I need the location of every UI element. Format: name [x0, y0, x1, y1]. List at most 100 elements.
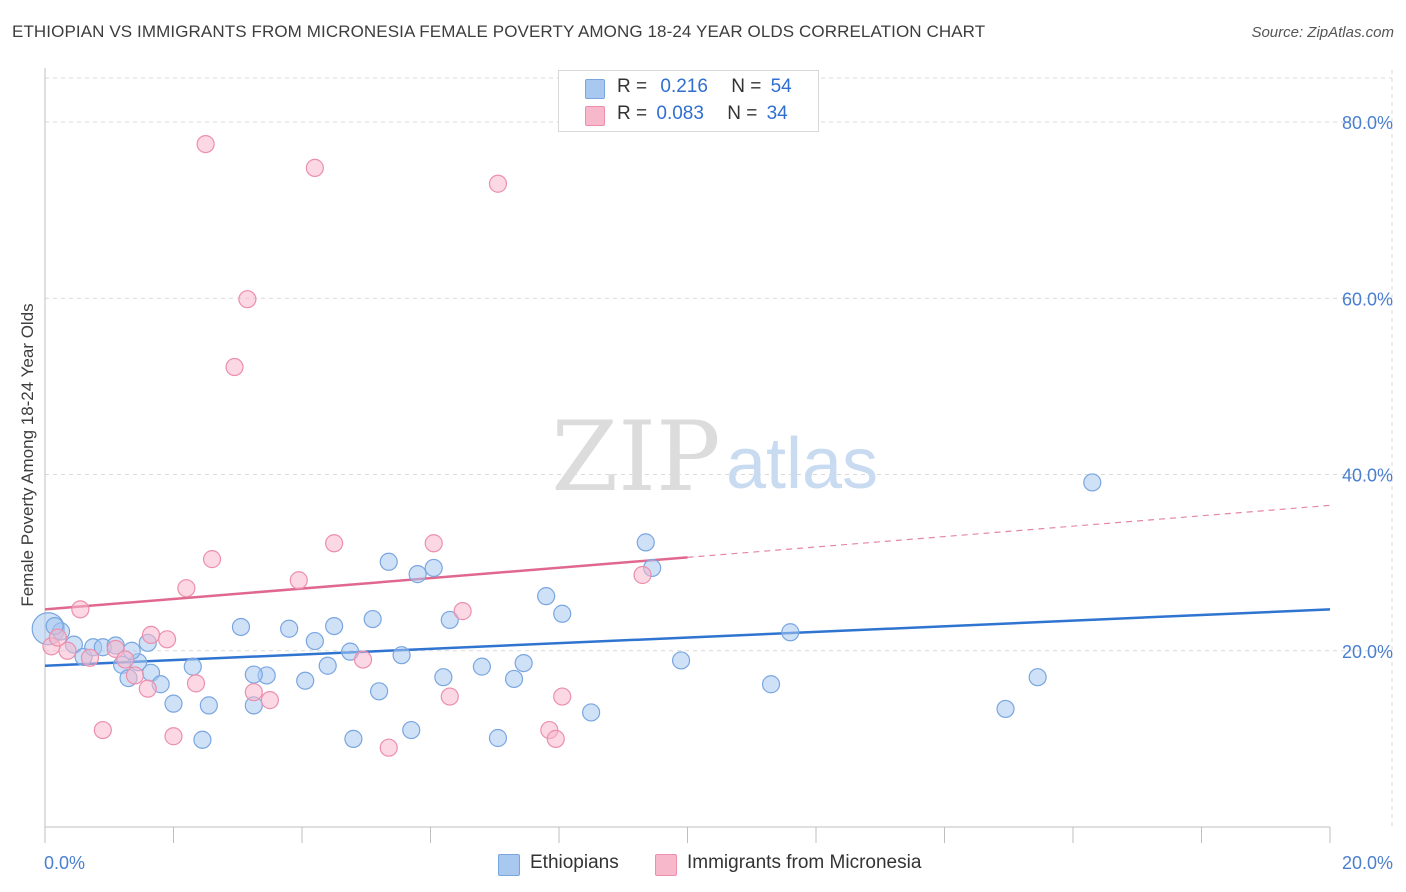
- point-ethiopians: [344, 729, 363, 748]
- bottom-legend-label-ethiopians: Ethiopians: [530, 852, 619, 873]
- point-ethiopians: [1083, 473, 1102, 492]
- tick-labels: 20.0% 40.0% 60.0% 80.0% 0.0% 20.0%: [44, 113, 1393, 873]
- point-micronesia: [164, 727, 183, 746]
- point-micronesia: [633, 565, 652, 585]
- point-ethiopians: [553, 604, 572, 623]
- watermark: ZIP atlas: [551, 401, 878, 513]
- point-ethiopians: [504, 669, 524, 689]
- point-ethiopians: [582, 703, 601, 722]
- trend-line-ethiopians: [44, 608, 1331, 667]
- point-micronesia: [80, 648, 100, 667]
- y-axis-label: Female Poverty Among 18-24 Year Olds: [18, 303, 37, 606]
- point-ethiopians: [408, 565, 427, 584]
- correlation-legend: R = 0.216 N = 54 R = 0.083 N = 34: [558, 70, 819, 132]
- legend-n-value-micronesia: 34: [766, 103, 788, 124]
- gridlines: [45, 70, 1393, 827]
- chart-title: ETHIOPIAN VS IMMIGRANTS FROM MICRONESIA …: [12, 22, 986, 41]
- axes: [44, 68, 1331, 843]
- point-ethiopians: [996, 699, 1015, 719]
- point-micronesia: [553, 687, 572, 706]
- point-micronesia: [177, 579, 196, 598]
- watermark-zip: ZIP: [551, 401, 720, 513]
- point-ethiopians: [472, 657, 491, 676]
- point-micronesia: [325, 534, 344, 553]
- point-ethiopians: [244, 665, 263, 684]
- point-micronesia: [202, 550, 222, 569]
- point-ethiopians: [402, 720, 421, 740]
- chart-source: Source: ZipAtlas.com: [1251, 24, 1394, 41]
- trend-line-micronesia: [44, 556, 688, 611]
- point-ethiopians: [199, 696, 218, 715]
- point-micronesia: [93, 720, 112, 740]
- legend-r-value-ethiopians: 0.216: [660, 76, 708, 97]
- point-micronesia: [260, 691, 279, 710]
- point-ethiopians: [193, 730, 212, 749]
- legend-swatch-blue: [585, 79, 605, 99]
- point-micronesia: [48, 628, 67, 647]
- point-micronesia: [453, 602, 472, 621]
- data-points: [31, 134, 1102, 757]
- point-ethiopians: [325, 616, 344, 636]
- legend-n-value-ethiopians: 54: [770, 76, 792, 97]
- point-ethiopians: [636, 533, 655, 552]
- point-micronesia: [116, 650, 135, 669]
- point-ethiopians: [296, 671, 315, 690]
- bottom-legend-swatch-blue: [498, 854, 520, 876]
- bottom-legend-swatch-pink: [655, 854, 677, 876]
- point-ethiopians: [231, 617, 251, 637]
- watermark-atlas: atlas: [726, 424, 878, 504]
- point-micronesia: [141, 625, 161, 645]
- point-micronesia: [440, 687, 459, 706]
- legend-swatch-pink: [585, 106, 605, 126]
- point-micronesia: [157, 630, 177, 649]
- point-ethiopians: [305, 631, 324, 651]
- y-tick-label: 80.0%: [1342, 113, 1393, 133]
- point-micronesia: [138, 679, 157, 698]
- point-micronesia: [125, 666, 145, 685]
- point-micronesia: [379, 738, 398, 757]
- point-micronesia: [488, 174, 508, 193]
- point-ethiopians: [781, 623, 800, 642]
- point-ethiopians: [488, 728, 508, 748]
- point-micronesia: [353, 650, 373, 669]
- x-tick-label: 20.0%: [1342, 853, 1393, 873]
- point-micronesia: [424, 534, 443, 553]
- point-ethiopians: [392, 646, 411, 665]
- point-micronesia: [289, 571, 308, 590]
- point-micronesia: [305, 158, 324, 177]
- point-micronesia: [225, 357, 244, 377]
- point-ethiopians: [761, 675, 781, 694]
- point-ethiopians: [440, 610, 459, 630]
- point-ethiopians: [1028, 668, 1047, 687]
- point-ethiopians: [537, 587, 556, 606]
- legend-n-label: N =: [731, 76, 762, 97]
- legend-n-label: N =: [727, 103, 758, 124]
- x-tick-label: 0.0%: [44, 853, 85, 873]
- point-ethiopians: [363, 609, 382, 629]
- point-ethiopians: [183, 657, 202, 676]
- y-tick-label: 60.0%: [1342, 289, 1393, 309]
- trend-line-micronesia-extension: [687, 504, 1331, 558]
- point-ethiopians: [280, 619, 299, 638]
- point-micronesia: [186, 674, 206, 693]
- point-ethiopians: [379, 552, 398, 571]
- legend-r-label: R =: [617, 103, 648, 124]
- point-micronesia: [244, 683, 263, 702]
- point-ethiopians: [164, 694, 183, 713]
- point-ethiopians: [318, 656, 337, 675]
- trend-lines: [44, 504, 1331, 667]
- point-micronesia: [238, 290, 257, 309]
- y-tick-label: 40.0%: [1342, 466, 1393, 486]
- point-ethiopians: [370, 682, 389, 701]
- point-micronesia: [71, 600, 90, 619]
- legend-r-value-micronesia: 0.083: [656, 103, 704, 124]
- point-ethiopians: [671, 651, 691, 670]
- legend-r-label: R =: [617, 76, 648, 97]
- bottom-legend-label-micronesia: Immigrants from Micronesia: [687, 852, 922, 873]
- point-ethiopians: [424, 558, 443, 578]
- point-micronesia: [546, 729, 565, 748]
- point-ethiopians: [514, 654, 533, 673]
- point-micronesia: [196, 134, 215, 154]
- y-tick-label: 20.0%: [1342, 642, 1393, 662]
